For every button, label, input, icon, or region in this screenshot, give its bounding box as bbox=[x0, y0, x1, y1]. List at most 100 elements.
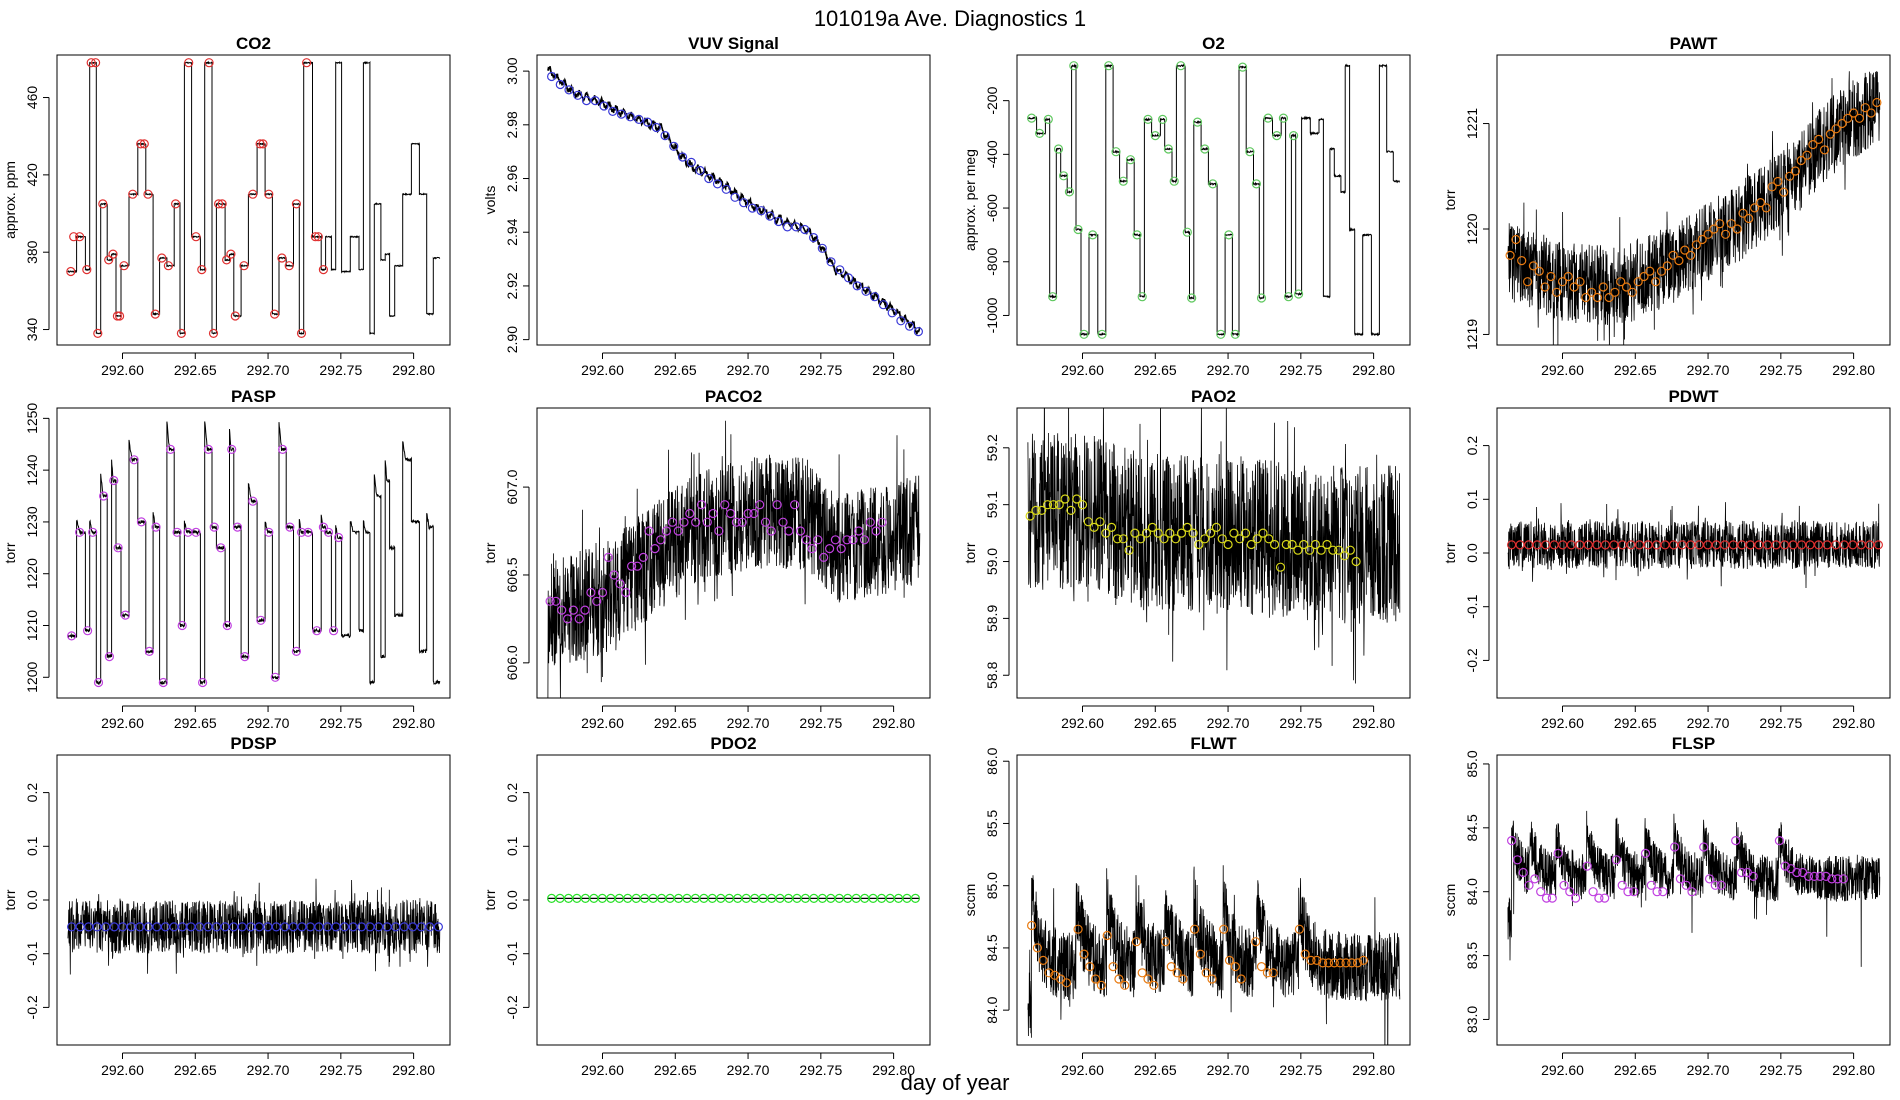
data-point bbox=[1187, 293, 1197, 303]
y-tick-label: 2.98 bbox=[504, 111, 520, 138]
data-point bbox=[910, 893, 921, 904]
y-tick-label: -600 bbox=[984, 194, 1000, 222]
data-point bbox=[1792, 867, 1802, 878]
data-point bbox=[1339, 551, 1350, 561]
x-tick-label: 292.70 bbox=[247, 1062, 290, 1078]
x-tick-label: 292.80 bbox=[1832, 1062, 1875, 1078]
data-point bbox=[772, 500, 782, 510]
data-point bbox=[66, 266, 76, 277]
data-point bbox=[644, 526, 654, 536]
data-point bbox=[1530, 874, 1540, 884]
x-tick-label: 292.80 bbox=[1832, 715, 1875, 731]
data-point bbox=[1182, 227, 1192, 237]
data-point bbox=[1132, 230, 1142, 240]
y-tick-label: 1240 bbox=[24, 454, 40, 485]
x-tick-label: 292.75 bbox=[1759, 715, 1802, 731]
data-point bbox=[1626, 540, 1636, 550]
data-point bbox=[1347, 958, 1357, 968]
data-point bbox=[1351, 556, 1361, 567]
x-tick-label: 292.70 bbox=[1207, 1062, 1250, 1078]
chart-o2: O2 approx. per meg 292.60 292.65 292.70 292.7… bbox=[962, 34, 1411, 378]
data-point bbox=[177, 922, 187, 932]
data-point bbox=[1774, 835, 1785, 846]
x-tick-label: 292.65 bbox=[174, 1062, 217, 1078]
data-point bbox=[592, 596, 602, 606]
x-tick-label: 292.65 bbox=[1134, 362, 1177, 378]
data-point bbox=[1669, 842, 1680, 852]
y-axis: 340 380 420 460 bbox=[24, 86, 50, 341]
data-point bbox=[1761, 203, 1771, 213]
data-point bbox=[696, 500, 707, 510]
y-axis-label: torr bbox=[482, 889, 498, 910]
data-point bbox=[1674, 256, 1684, 266]
y-tick-label: 0.2 bbox=[24, 783, 40, 803]
data-point bbox=[1547, 893, 1557, 903]
data-point bbox=[801, 535, 811, 545]
data-point bbox=[766, 526, 776, 536]
data-point bbox=[1102, 930, 1112, 941]
y-axis: -0.2 -0.1 0.0 0.1 0.2 bbox=[24, 783, 50, 1019]
data-point bbox=[842, 535, 852, 545]
data-point bbox=[1089, 522, 1099, 533]
data-point bbox=[1262, 968, 1273, 978]
data-point bbox=[1053, 144, 1064, 154]
x-tick-label: 292.75 bbox=[1759, 362, 1802, 378]
x-axis: 292.60 292.65 292.70 292.75 292.80 bbox=[581, 705, 915, 731]
data-point bbox=[1159, 534, 1169, 544]
data-point bbox=[1610, 287, 1620, 297]
y-tick-label: 59.2 bbox=[984, 434, 1000, 461]
data-point bbox=[870, 292, 880, 302]
plot-frame bbox=[56, 407, 451, 699]
data-point bbox=[784, 526, 794, 536]
data-point bbox=[256, 615, 266, 625]
data-point bbox=[817, 243, 827, 253]
data-point bbox=[1316, 545, 1326, 555]
data-point bbox=[1773, 176, 1783, 187]
y-tick-label: -0.2 bbox=[504, 995, 520, 1019]
y-axis-label: approx. per meg bbox=[962, 149, 978, 251]
y-tick-label: 420 bbox=[24, 163, 40, 187]
data-point bbox=[667, 517, 678, 527]
data-point bbox=[1821, 871, 1831, 882]
data-layer bbox=[546, 66, 924, 337]
data-point bbox=[1079, 949, 1089, 959]
data-point bbox=[1328, 545, 1338, 555]
data-point bbox=[203, 922, 213, 932]
y-tick-label: -400 bbox=[984, 140, 1000, 168]
data-point bbox=[621, 587, 631, 598]
data-point bbox=[660, 131, 670, 141]
data-point bbox=[651, 122, 662, 133]
data-point bbox=[1200, 144, 1210, 154]
data-point bbox=[702, 517, 712, 527]
data-point bbox=[1658, 887, 1668, 897]
data-point bbox=[1621, 282, 1632, 292]
data-point bbox=[128, 189, 138, 199]
data-point bbox=[865, 517, 875, 527]
data-point bbox=[1230, 961, 1240, 972]
data-layer bbox=[1506, 810, 1881, 967]
data-point bbox=[1224, 230, 1234, 240]
data-point bbox=[551, 596, 561, 606]
data-point bbox=[1827, 874, 1837, 884]
data-point bbox=[1077, 500, 1088, 510]
data-point bbox=[1848, 108, 1859, 118]
data-point bbox=[1581, 292, 1591, 303]
data-point bbox=[136, 517, 146, 527]
data-point bbox=[1563, 271, 1573, 282]
data-point bbox=[1252, 534, 1262, 544]
plot-frame bbox=[1496, 407, 1891, 699]
data-point bbox=[1088, 230, 1098, 240]
data-point bbox=[1256, 293, 1267, 303]
data-point bbox=[1699, 842, 1709, 852]
x-tick-label: 292.65 bbox=[654, 362, 697, 378]
y-tick-label: 607.0 bbox=[504, 469, 520, 504]
data-point bbox=[1230, 329, 1240, 339]
chart-paco2: PACO2 torr 292.60 292.65 292.70 292.75 292.80 6… bbox=[482, 387, 931, 731]
data-point bbox=[291, 199, 301, 209]
data-point bbox=[704, 173, 714, 184]
data-point bbox=[1656, 266, 1667, 276]
data-point bbox=[1749, 203, 1760, 213]
data-point bbox=[1294, 924, 1305, 934]
data-point bbox=[1627, 287, 1638, 297]
